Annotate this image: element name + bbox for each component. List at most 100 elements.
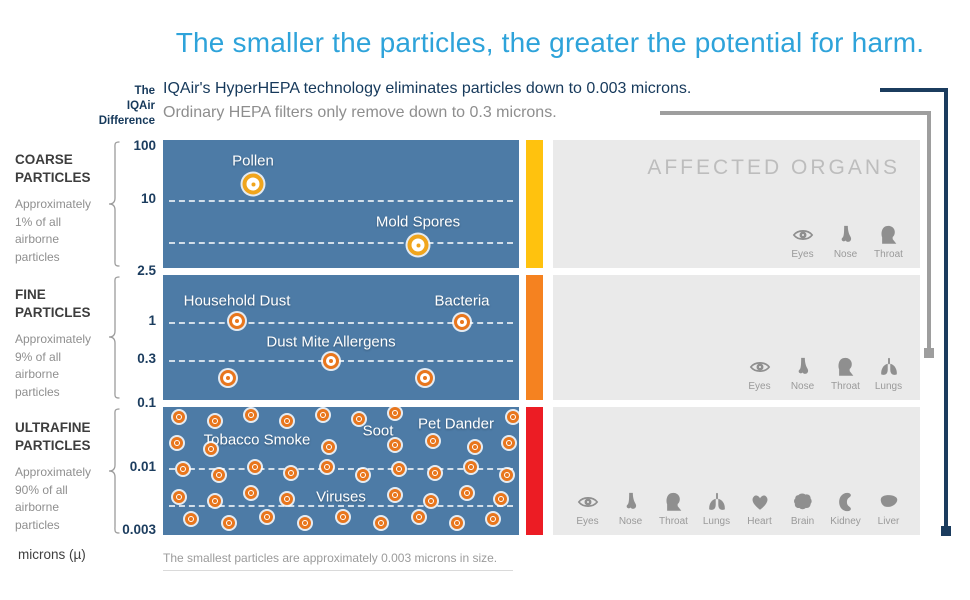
eye-icon	[749, 356, 771, 378]
threshold-dash-line	[169, 505, 513, 507]
scale-tick-100: 100	[133, 138, 156, 153]
section-label-coarse: COARSE PARTICLES Approximately 1% of all…	[15, 151, 105, 266]
affected-organs-title: AFFECTED ORGANS	[647, 156, 900, 179]
particle-dot	[429, 467, 441, 479]
ultrafine-severity-bar	[526, 407, 543, 535]
particle-label: Tobacco Smoke	[203, 431, 311, 449]
organ-label: Throat	[874, 249, 903, 260]
ultrafine-particle-panel: Tobacco Smoke Soot Pet Dander Viruses	[163, 407, 519, 535]
organ-item-throat: Throat	[867, 224, 910, 260]
organ-item-nose: Nose	[781, 356, 824, 392]
ultrafine-brace	[108, 408, 120, 534]
particle-dot	[389, 489, 401, 501]
organ-item-throat: Throat	[824, 356, 867, 392]
organs-row-ultrafine: Eyes Nose Throat Lungs Heart Brain Kidney Liver	[566, 491, 910, 527]
organ-label: Kidney	[830, 516, 861, 527]
scale-tick-0.01: 0.01	[129, 459, 156, 474]
organ-label: Lungs	[874, 381, 903, 392]
particle-dot	[389, 407, 401, 419]
section-name: ULTRAFINE PARTICLES	[15, 420, 91, 454]
throat-icon	[663, 491, 685, 513]
particle-dot	[249, 461, 261, 473]
organ-item-eyes: Eyes	[738, 356, 781, 392]
organ-item-liver: Liver	[867, 491, 910, 527]
particle-dot	[205, 443, 217, 455]
liver-icon	[878, 491, 900, 513]
nose-icon	[792, 356, 814, 378]
organ-label: Eyes	[748, 381, 771, 392]
section-name: FINE PARTICLES	[15, 287, 91, 321]
particle-label: Pet Dander	[418, 415, 494, 433]
particle-dot	[281, 415, 293, 427]
organ-item-nose: Nose	[824, 224, 867, 260]
particle-dot	[209, 415, 221, 427]
ordinary-hepa-endpoint-marker	[924, 348, 934, 358]
particle-label: Bacteria	[434, 292, 490, 310]
organ-label: Eyes	[576, 516, 599, 527]
scale-ticks: 100 10 2.5 1 0.3 0.1 0.01 0.003	[100, 0, 156, 600]
coarse-particle-panel: Pollen Mold Spores	[163, 140, 519, 268]
particle-dot	[242, 173, 264, 195]
particle-dot	[213, 469, 225, 481]
organ-item-eyes: Eyes	[781, 224, 824, 260]
kidney-icon	[835, 491, 857, 513]
particle-dot	[495, 493, 507, 505]
organ-label: Nose	[833, 249, 858, 260]
organ-label: Throat	[659, 516, 688, 527]
section-description: Approximately 9% of all airborne particl…	[15, 332, 92, 399]
organs-row-coarse: Eyes Nose Throat	[781, 224, 910, 260]
particle-dot	[427, 435, 439, 447]
particle-dot	[417, 370, 433, 386]
particle-dot	[299, 517, 311, 529]
particle-dot	[469, 441, 481, 453]
organs-row-fine: Eyes Nose Throat Lungs	[738, 356, 910, 392]
particle-dot	[393, 463, 405, 475]
particle-dot	[465, 461, 477, 473]
brain-icon	[792, 491, 814, 513]
particle-dot	[281, 493, 293, 505]
section-name: COARSE PARTICLES	[15, 152, 91, 186]
organ-item-throat: Throat	[652, 491, 695, 527]
throat-icon	[878, 224, 900, 246]
threshold-dash-line	[169, 468, 513, 470]
particle-dot	[375, 517, 387, 529]
section-description: Approximately 90% of all airborne partic…	[15, 465, 92, 532]
eye-icon	[792, 224, 814, 246]
organ-label: Heart	[747, 516, 772, 527]
particle-dot	[321, 461, 333, 473]
organ-label: Lungs	[702, 516, 731, 527]
organ-label: Throat	[831, 381, 860, 392]
particle-label: Soot	[362, 422, 394, 440]
fine-severity-bar	[526, 275, 543, 400]
section-description: Approximately 1% of all airborne particl…	[15, 197, 92, 264]
organ-item-brain: Brain	[781, 491, 824, 527]
particle-dot	[503, 437, 515, 449]
organ-item-eyes: Eyes	[566, 491, 609, 527]
particle-dot	[407, 234, 429, 256]
heart-icon	[749, 491, 771, 513]
scale-tick-10: 10	[140, 191, 156, 206]
iqair-difference-label: The IQAir Difference	[98, 85, 155, 127]
coarse-organs-panel: AFFECTED ORGANS Eyes Nose Throat	[553, 140, 920, 268]
particle-dot	[389, 439, 401, 451]
threshold-dash-line	[169, 360, 513, 362]
particle-dot	[185, 513, 197, 525]
particle-dot	[413, 511, 425, 523]
page-title: The smaller the particles, the greater t…	[175, 27, 925, 58]
organ-item-heart: Heart	[738, 491, 781, 527]
particle-dot	[454, 314, 470, 330]
particle-dot	[220, 370, 236, 386]
coarse-brace	[108, 141, 120, 267]
nose-icon	[620, 491, 642, 513]
footnote-text: The smallest particles are approximately…	[163, 551, 498, 565]
organ-label: Liver	[877, 516, 900, 527]
scale-tick-2.5: 2.5	[137, 263, 156, 278]
hyperhepa-claim-text: IQAir's HyperHEPA technology eliminates …	[163, 80, 692, 97]
footnote-divider	[163, 570, 513, 571]
particle-dot	[245, 409, 257, 421]
particle-dot	[487, 513, 499, 525]
organ-label: Eyes	[791, 249, 814, 260]
particle-dot	[177, 463, 189, 475]
particle-dot	[323, 353, 339, 369]
